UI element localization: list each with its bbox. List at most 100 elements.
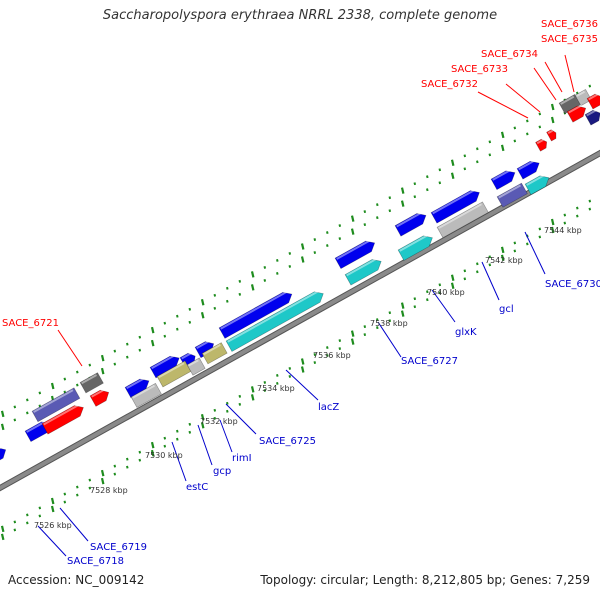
tick-mark	[338, 237, 342, 241]
leader-line	[219, 419, 233, 453]
tick-mark	[588, 199, 592, 203]
kbp-label: 7536 kbp	[313, 351, 351, 360]
gene-feature	[89, 388, 110, 407]
tick-mark	[226, 401, 229, 405]
tick-mark	[213, 306, 217, 310]
leader-line	[37, 525, 67, 557]
tick-mark	[226, 286, 229, 290]
gene-label: SACE_6732	[421, 79, 478, 90]
tick-mark	[26, 398, 29, 402]
gene-highlight	[227, 289, 320, 343]
gene-feature	[496, 182, 528, 208]
tick-mark	[88, 478, 92, 482]
tick-mark	[13, 405, 17, 409]
gene-label: SACE_6721	[2, 318, 59, 329]
kbp-label: 7534 kbp	[257, 384, 295, 393]
tick-mark	[400, 310, 405, 317]
gene-highlight	[196, 339, 211, 349]
tick-mark	[438, 283, 442, 287]
tick-mark	[188, 320, 192, 324]
backbone-line	[0, 150, 600, 491]
tick-mark	[138, 458, 142, 462]
tick-mark	[50, 505, 55, 513]
gene-shape	[186, 357, 206, 376]
tick-mark	[500, 131, 505, 139]
gene-shape	[218, 291, 293, 339]
tick-mark	[476, 160, 479, 164]
tick-mark	[38, 404, 42, 408]
tick-mark	[476, 262, 479, 266]
tick-mark	[276, 271, 279, 275]
tick-mark	[63, 390, 67, 394]
tick-mark	[138, 450, 142, 454]
tick-mark	[376, 326, 379, 330]
tick-mark	[100, 367, 105, 375]
tick-mark	[550, 218, 555, 226]
gene-shape	[0, 447, 7, 465]
tick-mark	[350, 228, 355, 235]
gene-highlight	[203, 344, 221, 356]
tick-mark	[313, 361, 317, 364]
tick-mark	[400, 187, 405, 194]
kbp-label: 7532 kbp	[200, 417, 238, 426]
tick-mark	[213, 416, 217, 420]
kbp-labels: 7526 kbp 7528 kbp 7530 kbp 7532 kbp 7534 kbp…	[34, 226, 582, 530]
tick-mark	[350, 330, 355, 337]
tick-mark	[426, 188, 429, 192]
tick-mark	[588, 84, 592, 88]
tick-mark	[226, 299, 229, 303]
tick-mark	[300, 256, 305, 263]
tick-mark	[376, 203, 379, 207]
gene-shape	[89, 389, 110, 407]
gene-feature	[394, 211, 427, 237]
tick-mark	[313, 238, 317, 241]
tick-mark	[188, 430, 192, 434]
tick-mark	[188, 422, 192, 426]
tick-mark	[238, 394, 242, 398]
tick-mark	[500, 246, 505, 254]
tick-mark	[438, 291, 442, 295]
gene-shape	[124, 378, 150, 399]
tick-mark	[288, 367, 292, 370]
gene-shape	[490, 170, 516, 190]
tick-mark	[450, 274, 455, 282]
gene-feature	[397, 233, 433, 261]
tick-mark	[50, 497, 55, 505]
tick-mark	[300, 358, 305, 365]
tick-mark	[113, 464, 117, 468]
tick-mark	[338, 224, 342, 228]
tick-mark	[426, 175, 429, 179]
tick-mark	[0, 423, 5, 431]
tick-mark	[276, 381, 279, 385]
tick-mark	[400, 302, 405, 309]
gene-highlight	[588, 93, 599, 101]
tick-mark	[350, 338, 355, 345]
leader-line	[431, 289, 456, 323]
gene-shape	[334, 240, 376, 270]
tick-mark	[363, 325, 367, 329]
tick-mark	[150, 441, 155, 449]
leader-line	[481, 261, 500, 301]
tick-mark	[126, 342, 129, 346]
tick-mark	[263, 278, 267, 282]
tick-mark	[500, 254, 505, 262]
tick-mark	[276, 258, 279, 262]
tick-mark	[38, 506, 42, 510]
gene-label: SACE_6735	[541, 34, 598, 45]
genome-backbone	[0, 149, 600, 492]
gene-highlight	[492, 168, 512, 181]
gene-shape	[149, 355, 180, 379]
gene-highlight	[33, 389, 74, 413]
gene-feature	[546, 129, 557, 142]
kbp-label: 7542 kbp	[485, 256, 523, 265]
gene-highlight	[438, 203, 482, 229]
genome-summary-text: Topology: circular; Length: 8,212,805 bp…	[260, 573, 590, 587]
tick-mark	[76, 493, 79, 497]
tick-mark	[0, 525, 5, 533]
tick-mark	[563, 221, 567, 225]
tick-mark	[388, 209, 392, 213]
tick-mark	[550, 226, 555, 234]
gene-feature	[586, 93, 600, 110]
tick-mark	[488, 255, 492, 259]
